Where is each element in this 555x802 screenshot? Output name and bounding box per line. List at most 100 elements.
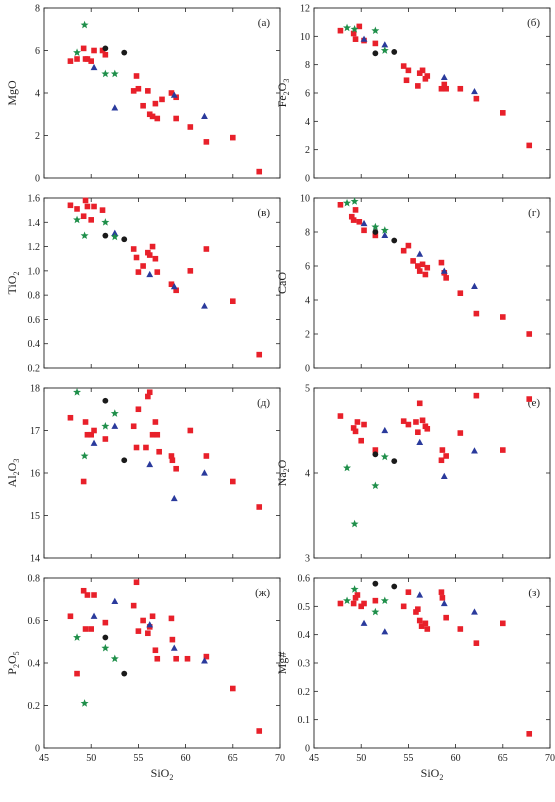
y-tick-label: 1.4 [28, 218, 41, 229]
data-point-square [145, 630, 151, 637]
data-point-square [416, 70, 423, 76]
data-point-star [110, 409, 119, 417]
chart-panel: 0 0.1 0.2 0.3 0.4 0.5 0.6 45 50 55 60 65 70 (з) Mg# SiO… [275, 574, 555, 783]
data-point-triangle [201, 657, 208, 664]
y-axis-label-main: Al [5, 475, 19, 488]
data-point-square [352, 36, 359, 42]
data-point-square [203, 453, 210, 459]
data-point-star [101, 69, 110, 78]
panel-tag: (в) [257, 207, 270, 219]
data-point-square [424, 264, 431, 271]
panel-tag: (ж) [255, 587, 270, 599]
data-point-star [73, 48, 82, 57]
chart-panel: 0.2 0.4 0.6 0.8 1.0 1.2 1.4 1.6 (в) TiO2 [5, 194, 281, 375]
data-point-square [187, 268, 194, 274]
y-tick-label: 6 [305, 89, 310, 100]
data-point-square [350, 600, 357, 607]
data-point-star [73, 388, 82, 396]
y-tick-label: 1.2 [28, 242, 41, 253]
data-point-square [168, 281, 175, 288]
data-point-star [110, 232, 119, 241]
y-tick-label: 17 [30, 426, 40, 437]
data-point-square [419, 261, 426, 268]
y-tick-label: 14 [30, 554, 40, 565]
y-tick-label: 0.2 [28, 364, 41, 375]
data-point-square [145, 393, 151, 400]
y-tick-label: 0.4 [28, 659, 41, 670]
data-point-square [403, 77, 410, 84]
y-axis-label: TiO2 [5, 272, 21, 295]
y-tick-label: 8 [305, 228, 310, 239]
data-point-square [130, 423, 137, 430]
y-axis-label-main: CaO [275, 272, 289, 294]
data-point-square [439, 447, 446, 453]
data-point-square [91, 47, 97, 54]
data-point-square [173, 655, 179, 662]
y-axis-label: Mg# [275, 652, 289, 675]
data-point-square [372, 232, 379, 239]
data-point-square [230, 478, 236, 485]
plot-frame [43, 577, 281, 749]
data-point-square [133, 579, 140, 586]
data-point-square [67, 58, 74, 64]
data-point-triangle [381, 426, 389, 434]
data-point-square [438, 85, 445, 92]
data-point-square [405, 589, 412, 595]
data-point-square [80, 45, 87, 52]
y-axis-label: MgO [5, 80, 19, 106]
data-point-square [416, 268, 423, 274]
data-point-square [143, 444, 149, 451]
data-point-square [350, 217, 357, 223]
data-point-square [130, 602, 137, 609]
data-point-triangle [381, 231, 389, 238]
data-point-star [350, 585, 359, 593]
data-point-triangle [90, 612, 98, 619]
data-point-square [149, 243, 156, 250]
data-point-square [149, 113, 156, 120]
data-point-star [380, 596, 389, 605]
data-point-square [439, 595, 446, 601]
x-tick-label: 70 [275, 753, 285, 764]
y-axis-label-sub: 2 [282, 468, 291, 472]
data-point-square [80, 478, 87, 485]
y-tick-label: 2 [35, 131, 40, 142]
data-point-square [169, 457, 176, 464]
data-point-square [154, 431, 161, 438]
data-point-square [169, 636, 176, 643]
data-point-triangle [146, 460, 154, 468]
data-point-square [405, 421, 412, 428]
y-tick-label: 0.8 [28, 291, 41, 302]
data-point-square [415, 263, 421, 269]
y-axis-label-main: Mg# [275, 652, 289, 675]
data-point-square [348, 213, 355, 220]
data-point-square [473, 392, 480, 399]
data-point-square [352, 595, 359, 601]
data-point-square [152, 647, 159, 654]
data-point-star [380, 452, 389, 461]
data-point-circle [391, 458, 398, 464]
data-point-square [133, 444, 140, 451]
y-axis-label: Fe2O3 [275, 79, 291, 108]
y-tick-label: 15 [30, 511, 40, 522]
data-point-triangle [360, 35, 368, 42]
data-point-square [400, 63, 407, 69]
data-point-square [203, 653, 210, 660]
data-point-triangle [440, 599, 448, 607]
data-point-square [230, 134, 236, 141]
data-point-star [343, 198, 352, 207]
x-axis-label-main: SiO [151, 766, 170, 780]
y-tick-label: 6 [35, 46, 40, 57]
data-point-triangle [416, 591, 424, 598]
data-point-square [154, 655, 161, 662]
data-point-square [149, 613, 156, 620]
data-point-square [84, 592, 91, 598]
data-point-triangle [471, 608, 478, 615]
x-axis-label: SiO2 [421, 766, 444, 782]
data-point-square [443, 614, 449, 621]
panel-tag: (б) [527, 17, 540, 29]
data-point-star [380, 46, 389, 54]
data-point-square [350, 425, 357, 431]
